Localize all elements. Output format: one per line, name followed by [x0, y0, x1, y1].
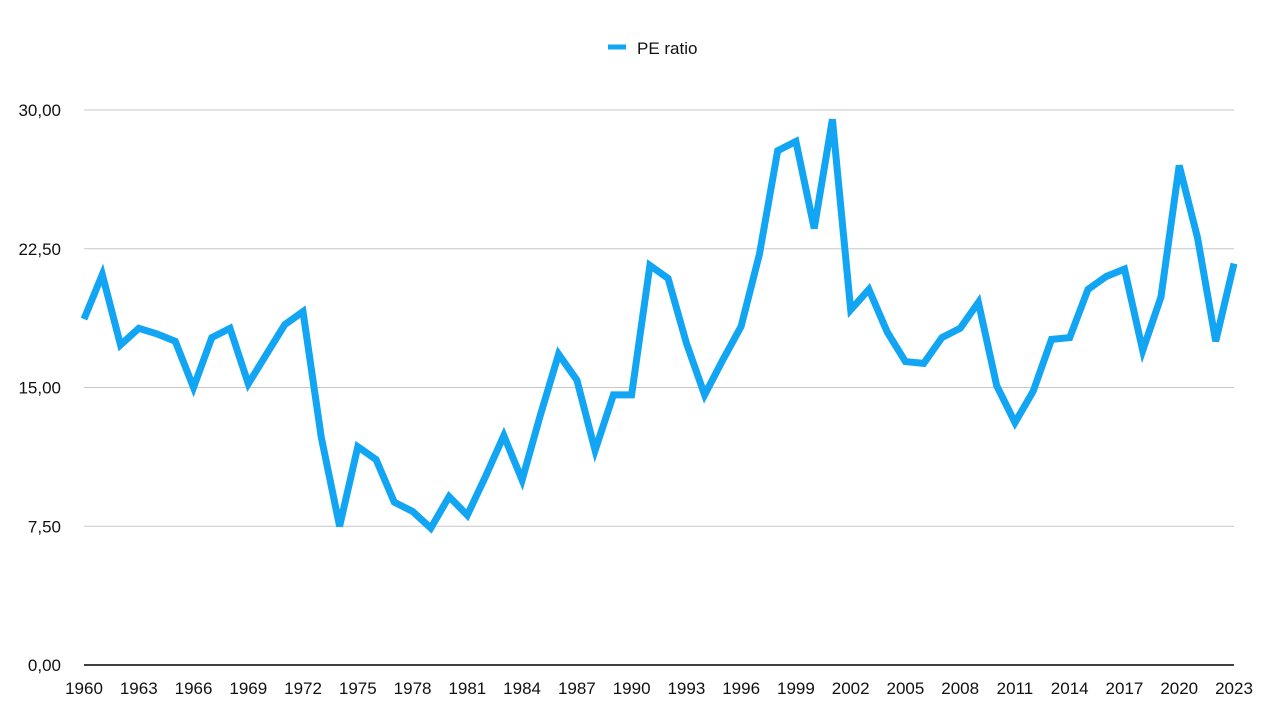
x-tick-label: 1996: [722, 679, 760, 698]
x-tick-label: 2005: [887, 679, 925, 698]
x-tick-label: 1969: [229, 679, 267, 698]
x-tick-label: 1990: [613, 679, 651, 698]
gridlines: [84, 109, 1234, 527]
x-tick-label: 1984: [503, 679, 541, 698]
x-tick-label: 1975: [339, 679, 377, 698]
x-tick-label: 1993: [667, 679, 705, 698]
x-tick-label: 2002: [832, 679, 870, 698]
x-tick-label: 2023: [1215, 679, 1253, 698]
y-tick-label: 22,50: [18, 240, 61, 259]
x-tick-label: 2008: [941, 679, 979, 698]
x-tick-label: 2011: [997, 679, 1034, 698]
series-pe-ratio: [80, 118, 1238, 534]
x-tick-label: 1963: [120, 679, 158, 698]
x-tick-label: 1978: [394, 679, 432, 698]
y-axis-tick-labels: 0,00 7,50 15,00 22,50 30,00: [18, 101, 61, 675]
y-tick-label: 7,50: [28, 517, 61, 536]
x-tick-label: 1960: [65, 679, 103, 698]
x-tick-label: 1981: [448, 679, 486, 698]
x-tick-label: 1999: [777, 679, 815, 698]
y-tick-label: 30,00: [18, 101, 61, 120]
x-tick-label: 1987: [558, 679, 596, 698]
y-tick-label: 0,00: [28, 656, 61, 675]
legend-label-pe-ratio: PE ratio: [637, 39, 697, 58]
y-tick-label: 15,00: [18, 379, 61, 398]
x-tick-label: 1966: [175, 679, 213, 698]
x-tick-label: 1972: [284, 679, 322, 698]
legend: PE ratio: [608, 39, 697, 58]
x-tick-label: 2017: [1106, 679, 1144, 698]
x-tick-label: 2014: [1051, 679, 1089, 698]
x-axis-tick-labels: 1960 1963 1966 1969 1972 1975 1978 1981 1984 1987…: [65, 679, 1253, 698]
x-tick-label: 2020: [1160, 679, 1198, 698]
series-line-pe-ratio: [80, 118, 1238, 534]
